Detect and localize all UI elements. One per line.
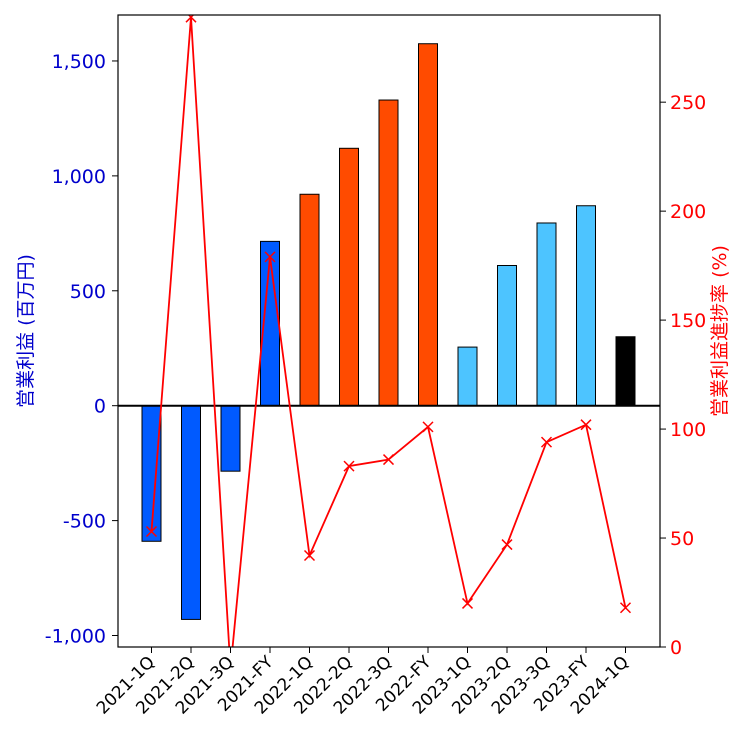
bar-2022-2Q	[339, 147, 359, 407]
right-tick-label: 50	[670, 528, 694, 550]
left-tick-label: 1,500	[52, 51, 106, 73]
bar-2023-3Q	[536, 222, 557, 407]
right-tick-label: 250	[670, 92, 706, 114]
progress-point-2023-3Q	[540, 436, 553, 448]
right-tick-label: 100	[670, 419, 706, 441]
bar-2021-3Q	[220, 405, 241, 472]
bar-2023-1Q	[457, 346, 478, 407]
bar-2022-3Q	[378, 99, 399, 407]
progress-point-2023-1Q	[461, 597, 474, 609]
right-tick-label: 0	[670, 637, 682, 659]
progress-line-layer	[145, 15, 632, 647]
left-axis-title: 営業利益 (百万円)	[15, 254, 37, 408]
left-tick-label: 500	[70, 281, 106, 303]
bar-2023-FY	[576, 205, 596, 407]
bar-2021-2Q	[181, 405, 201, 620]
progress-point-2022-3Q	[382, 454, 395, 466]
bars-layer	[141, 43, 636, 620]
progress-point-2021-2Q	[185, 15, 197, 23]
left-tick-label: 0	[94, 396, 106, 418]
progress-point-2022-1Q	[303, 549, 316, 561]
right-axis: 0 50 100 150 200 250	[660, 92, 706, 659]
left-tick-label: -1,000	[45, 626, 106, 648]
left-tick-label: -500	[63, 511, 106, 533]
bar-2022-FY	[418, 43, 438, 407]
progress-point-2024-1Q	[619, 602, 632, 614]
progress-point-2021-FY	[264, 251, 276, 263]
left-tick-label: 1,000	[52, 166, 106, 188]
bar-2023-2Q	[497, 265, 517, 407]
progress-point-2022-FY	[422, 421, 434, 433]
progress-point-2022-2Q	[343, 460, 355, 472]
progress-point-2021-1Q	[145, 525, 158, 538]
right-tick-label: 200	[670, 201, 706, 223]
right-axis-title: 営業利益進捗率 (%)	[709, 245, 731, 417]
left-axis: -1,000 -500 0 500 1,000 1,500	[45, 51, 118, 648]
progress-point-2023-FY	[580, 419, 592, 431]
bar-2022-1Q	[299, 193, 320, 407]
progress-point-2023-2Q	[501, 539, 513, 551]
right-tick-label: 150	[670, 310, 706, 332]
x-axis: 2021-1Q2021-2Q2021-3Q2021-FY2022-1Q2022-…	[93, 647, 633, 719]
bar-2024-1Q	[615, 336, 636, 407]
